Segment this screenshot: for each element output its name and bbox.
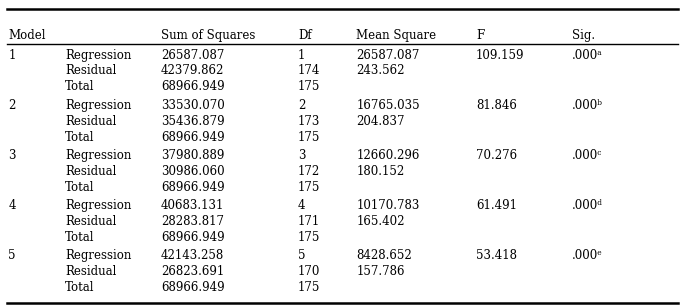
Text: 30986.060: 30986.060 — [161, 165, 225, 178]
Text: Sig.: Sig. — [572, 29, 595, 42]
Text: 4: 4 — [298, 199, 306, 212]
Text: 42379.862: 42379.862 — [161, 65, 225, 77]
Text: Residual: Residual — [65, 115, 116, 128]
Text: 61.491: 61.491 — [476, 199, 517, 212]
Text: 157.786: 157.786 — [356, 265, 405, 278]
Text: F: F — [476, 29, 484, 42]
Text: 1: 1 — [8, 49, 16, 62]
Text: Residual: Residual — [65, 265, 116, 278]
Text: 42143.258: 42143.258 — [161, 249, 224, 262]
Text: Df: Df — [298, 29, 312, 42]
Text: 68966.949: 68966.949 — [161, 80, 225, 93]
Text: 4: 4 — [8, 199, 16, 212]
Text: 68966.949: 68966.949 — [161, 181, 225, 194]
Text: 53.418: 53.418 — [476, 249, 517, 262]
Text: 109.159: 109.159 — [476, 49, 525, 62]
Text: 8428.652: 8428.652 — [356, 249, 412, 262]
Text: Regression: Regression — [65, 99, 132, 112]
Text: 12660.296: 12660.296 — [356, 149, 420, 162]
Text: Total: Total — [65, 231, 95, 244]
Text: .000ᶜ: .000ᶜ — [572, 149, 602, 162]
Text: Mean Square: Mean Square — [356, 29, 436, 42]
Text: 243.562: 243.562 — [356, 65, 405, 77]
Text: 26587.087: 26587.087 — [161, 49, 225, 62]
Text: 26823.691: 26823.691 — [161, 265, 224, 278]
Text: Regression: Regression — [65, 49, 132, 62]
Text: Regression: Regression — [65, 199, 132, 212]
Text: 175: 175 — [298, 80, 321, 93]
Text: Total: Total — [65, 80, 95, 93]
Text: 40683.131: 40683.131 — [161, 199, 225, 212]
Text: Model: Model — [8, 29, 46, 42]
Text: 68966.949: 68966.949 — [161, 231, 225, 244]
Text: Total: Total — [65, 131, 95, 144]
Text: Sum of Squares: Sum of Squares — [161, 29, 256, 42]
Text: 70.276: 70.276 — [476, 149, 517, 162]
Text: 2: 2 — [298, 99, 306, 112]
Text: 175: 175 — [298, 131, 321, 144]
Text: 175: 175 — [298, 231, 321, 244]
Text: 165.402: 165.402 — [356, 215, 405, 228]
Text: 175: 175 — [298, 281, 321, 294]
Text: 10170.783: 10170.783 — [356, 199, 420, 212]
Text: 35436.879: 35436.879 — [161, 115, 225, 128]
Text: 204.837: 204.837 — [356, 115, 405, 128]
Text: 16765.035: 16765.035 — [356, 99, 420, 112]
Text: 68966.949: 68966.949 — [161, 131, 225, 144]
Text: Residual: Residual — [65, 65, 116, 77]
Text: 175: 175 — [298, 181, 321, 194]
Text: 33530.070: 33530.070 — [161, 99, 225, 112]
Text: 1: 1 — [298, 49, 306, 62]
Text: 5: 5 — [8, 249, 16, 262]
Text: Residual: Residual — [65, 165, 116, 178]
Text: .000ᵈ: .000ᵈ — [572, 199, 603, 212]
Text: Residual: Residual — [65, 215, 116, 228]
Text: 26587.087: 26587.087 — [356, 49, 420, 62]
Text: 173: 173 — [298, 115, 321, 128]
Text: Regression: Regression — [65, 149, 132, 162]
Text: 3: 3 — [298, 149, 306, 162]
Text: 172: 172 — [298, 165, 320, 178]
Text: 3: 3 — [8, 149, 16, 162]
Text: Regression: Regression — [65, 249, 132, 262]
Text: .000ᵇ: .000ᵇ — [572, 99, 603, 112]
Text: 37980.889: 37980.889 — [161, 149, 225, 162]
Text: 180.152: 180.152 — [356, 165, 404, 178]
Text: 170: 170 — [298, 265, 321, 278]
Text: 2: 2 — [8, 99, 16, 112]
Text: .000ᵉ: .000ᵉ — [572, 249, 603, 262]
Text: 171: 171 — [298, 215, 320, 228]
Text: 174: 174 — [298, 65, 321, 77]
Text: Total: Total — [65, 281, 95, 294]
Text: 68966.949: 68966.949 — [161, 281, 225, 294]
Text: Total: Total — [65, 181, 95, 194]
Text: .000ᵃ: .000ᵃ — [572, 49, 603, 62]
Text: 5: 5 — [298, 249, 306, 262]
Text: 28283.817: 28283.817 — [161, 215, 224, 228]
Text: 81.846: 81.846 — [476, 99, 517, 112]
